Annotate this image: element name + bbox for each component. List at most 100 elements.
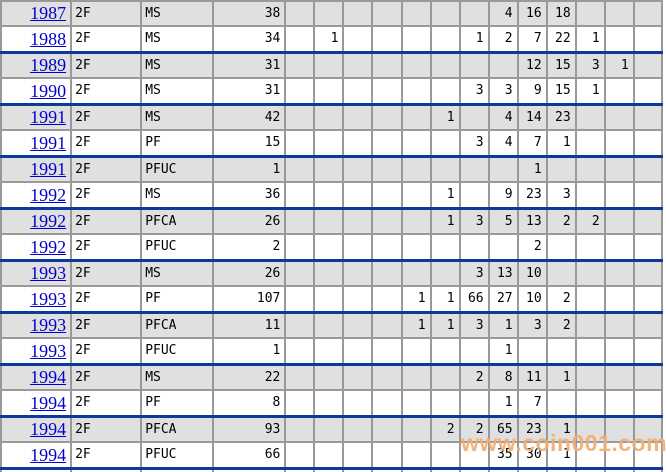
year-cell: 1988: [0, 25, 73, 54]
value-cell: [400, 233, 432, 262]
value-cell: [284, 233, 316, 262]
year-link[interactable]: 1990: [30, 81, 67, 101]
value-cell: [400, 103, 432, 131]
value-cell: [603, 415, 635, 443]
value-cell: [342, 155, 374, 183]
value-cell: [632, 77, 664, 106]
value-cell: [342, 441, 374, 470]
type-cell: PFUC: [140, 155, 215, 183]
value-cell: [458, 0, 490, 27]
year-cell: 1993: [0, 259, 73, 287]
year-link[interactable]: 1989: [30, 55, 67, 75]
value-cell: [313, 337, 345, 366]
value-cell: [429, 25, 461, 54]
value-cell: [284, 311, 316, 339]
type-cell: PFUC: [140, 441, 215, 470]
value-cell: 2: [545, 207, 577, 235]
value-cell: 2: [458, 415, 490, 443]
value-cell: [342, 103, 374, 131]
value-cell: [603, 103, 635, 131]
value-cell: [632, 389, 664, 418]
year-cell: 1992: [0, 233, 73, 262]
value-cell: [429, 363, 461, 391]
year-cell: 1991: [0, 155, 73, 183]
value-cell: [313, 233, 345, 262]
group-cell: 2F: [70, 155, 143, 183]
group-cell: 2F: [70, 311, 143, 339]
value-cell: [574, 363, 606, 391]
value-cell: [400, 155, 432, 183]
value-cell: 11: [516, 363, 548, 391]
group-cell: 2F: [70, 129, 143, 158]
value-cell: [574, 311, 606, 339]
year-link[interactable]: 1987: [30, 3, 67, 23]
table-row: 1991 2F MS 42 1 4 14 23: [0, 103, 664, 131]
value-cell: 1: [545, 363, 577, 391]
year-link[interactable]: 1994: [30, 419, 67, 439]
type-cell: PFCA: [140, 311, 215, 339]
value-cell: [632, 259, 664, 287]
value-cell: [371, 285, 403, 314]
value-cell: [574, 259, 606, 287]
year-link[interactable]: 1991: [30, 159, 67, 179]
value-cell: [342, 25, 374, 54]
year-link[interactable]: 1994: [30, 445, 67, 465]
table-row: 1988 2F MS 34 1 1 2 7 22 1: [0, 25, 664, 54]
value-cell: [429, 337, 461, 366]
value-cell: [429, 389, 461, 418]
value-cell: 2: [429, 415, 461, 443]
value-cell: 22: [545, 25, 577, 54]
year-link[interactable]: 1994: [30, 393, 67, 413]
year-link[interactable]: 1993: [30, 289, 67, 309]
value-cell: 1: [603, 51, 635, 79]
year-link[interactable]: 1994: [30, 367, 67, 387]
value-cell: [487, 233, 519, 262]
value-cell: 1: [516, 155, 548, 183]
year-link[interactable]: 1993: [30, 341, 67, 361]
value-cell: [371, 441, 403, 470]
year-link[interactable]: 1993: [30, 263, 67, 283]
value-cell: 5: [487, 207, 519, 235]
count-cell: 8: [212, 389, 287, 418]
year-cell: 1990: [0, 77, 73, 106]
type-cell: MS: [140, 363, 215, 391]
type-cell: PFUC: [140, 337, 215, 366]
value-cell: [313, 311, 345, 339]
value-cell: 13: [516, 207, 548, 235]
value-cell: 35: [487, 441, 519, 470]
value-cell: [400, 441, 432, 470]
value-cell: [574, 337, 606, 366]
value-cell: 23: [516, 415, 548, 443]
value-cell: [632, 311, 664, 339]
count-cell: 2: [212, 233, 287, 262]
type-cell: MS: [140, 25, 215, 54]
year-link[interactable]: 1993: [30, 315, 67, 335]
year-cell: 1994: [0, 389, 73, 418]
value-cell: [284, 103, 316, 131]
value-cell: 1: [400, 285, 432, 314]
value-cell: [400, 415, 432, 443]
year-link[interactable]: 1991: [30, 107, 67, 127]
value-cell: [429, 233, 461, 262]
year-link[interactable]: 1992: [30, 237, 67, 257]
value-cell: [313, 51, 345, 79]
count-cell: 107: [212, 285, 287, 314]
value-cell: 16: [516, 0, 548, 27]
year-link[interactable]: 1992: [30, 211, 67, 231]
value-cell: [603, 77, 635, 106]
value-cell: [284, 441, 316, 470]
value-cell: [284, 337, 316, 366]
year-link[interactable]: 1992: [30, 185, 67, 205]
value-cell: [545, 259, 577, 287]
value-cell: [284, 155, 316, 183]
value-cell: 1: [429, 207, 461, 235]
year-link[interactable]: 1991: [30, 133, 67, 153]
value-cell: [603, 259, 635, 287]
year-link[interactable]: 1988: [30, 29, 67, 49]
table-row: 1989 2F MS 31 12 15 3 1: [0, 51, 664, 79]
value-cell: [371, 233, 403, 262]
value-cell: [545, 337, 577, 366]
value-cell: 3: [516, 311, 548, 339]
value-cell: [400, 181, 432, 210]
